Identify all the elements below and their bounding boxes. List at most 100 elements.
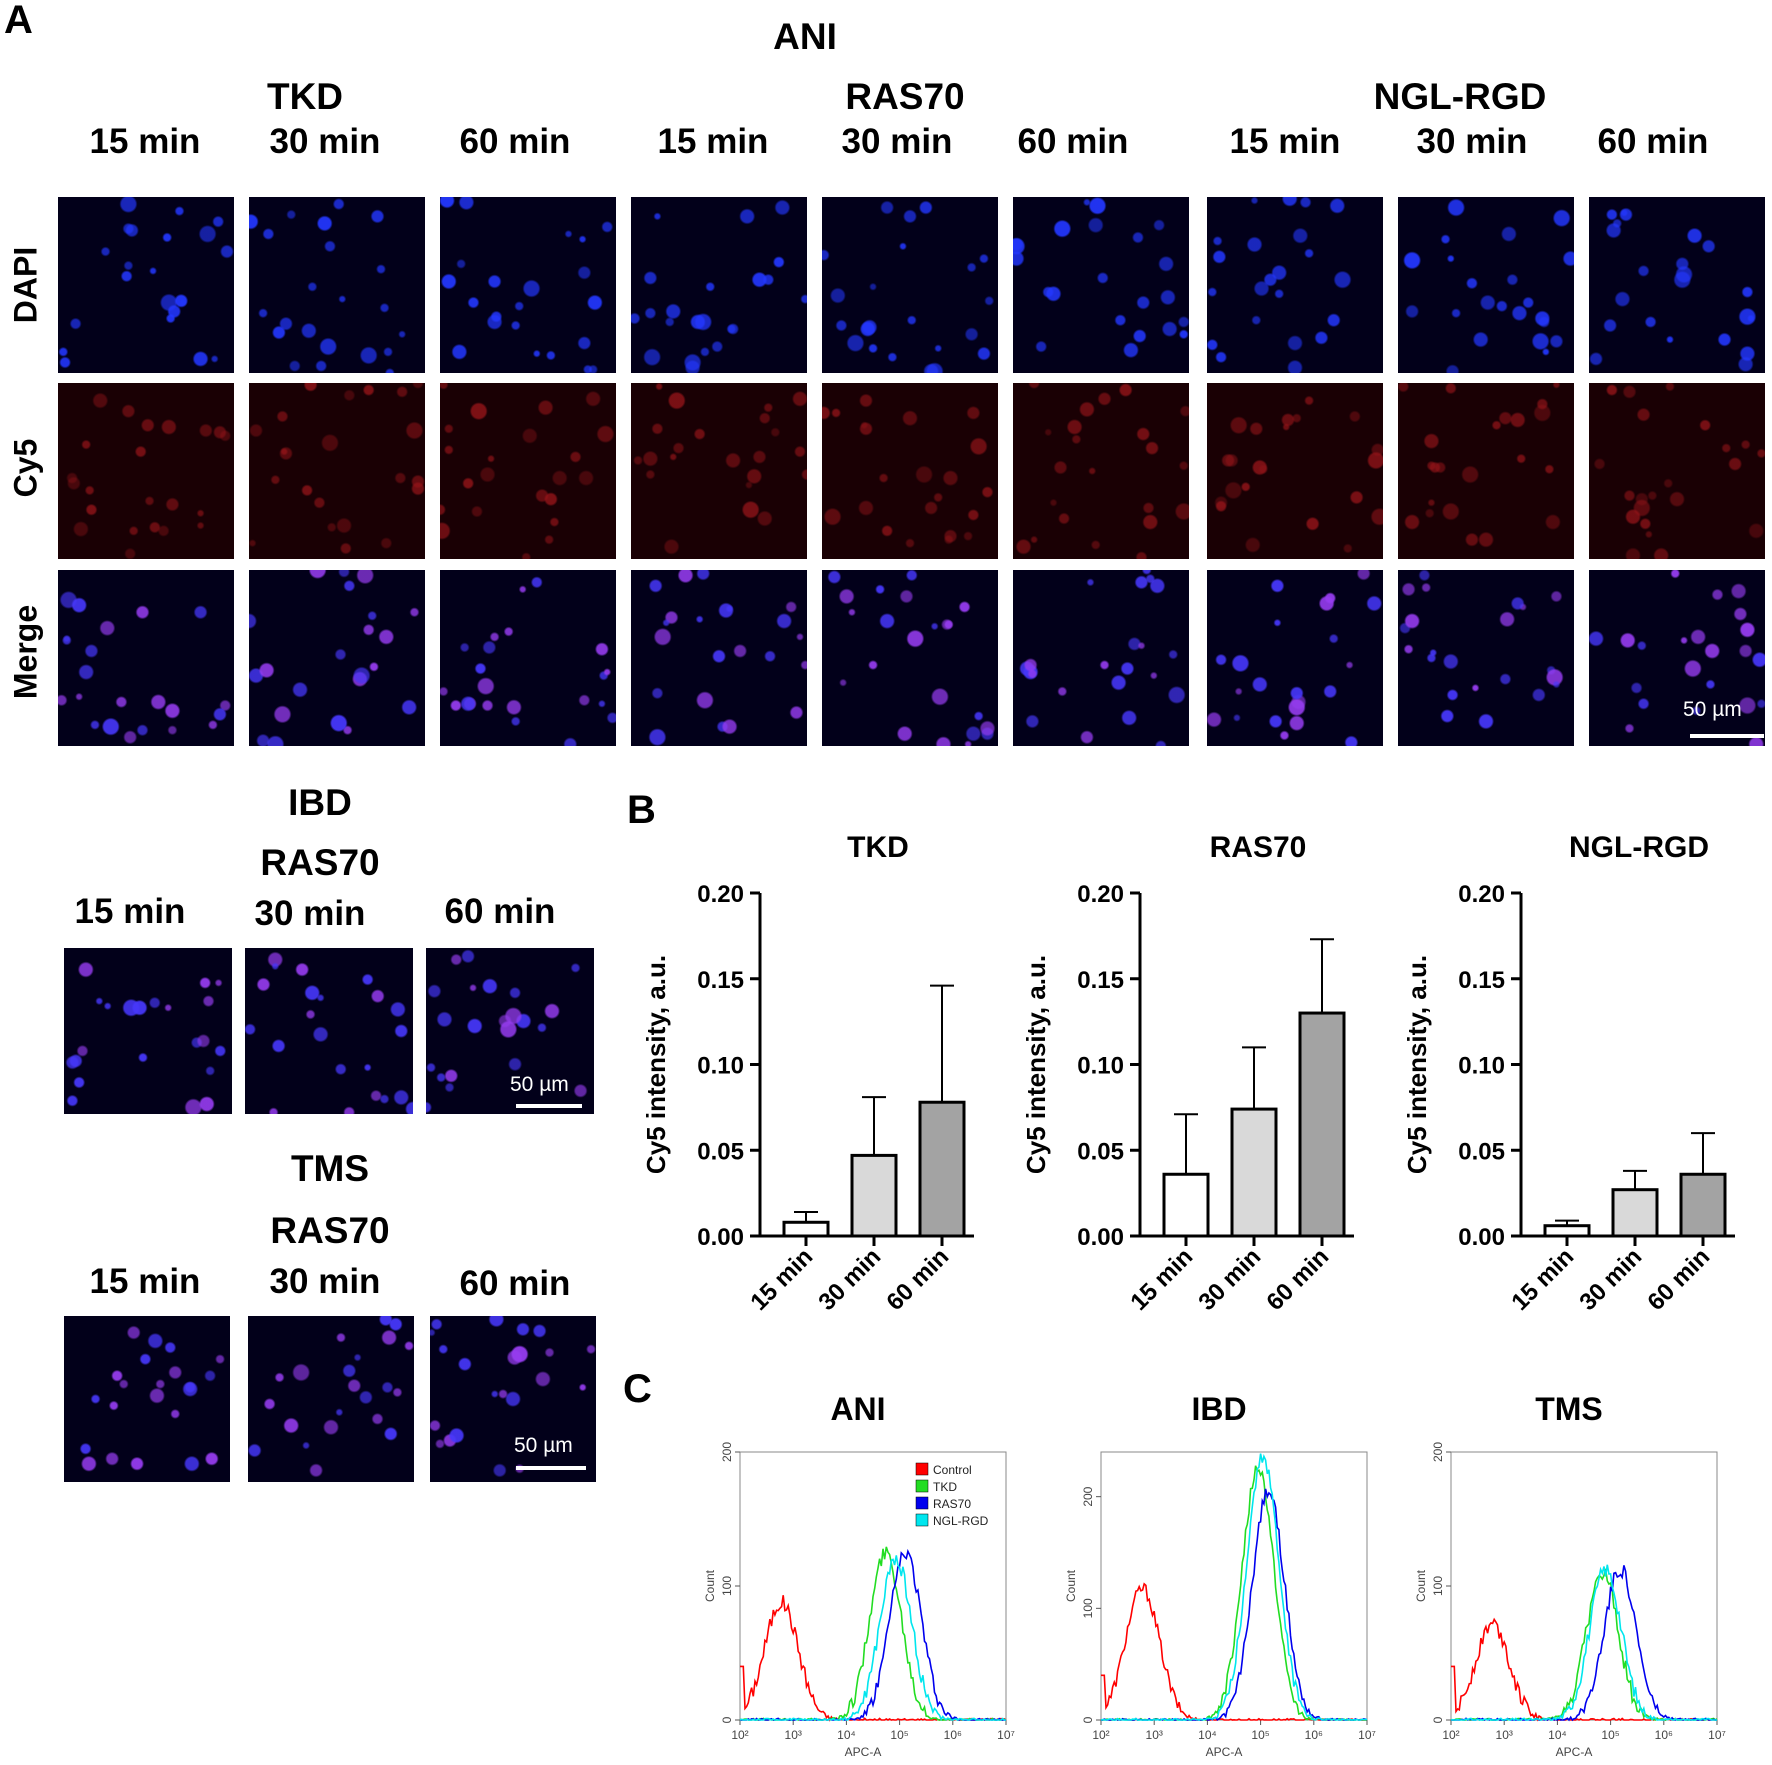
micrograph-merge [440,570,616,746]
x-tick-label: 10⁷ [1358,1728,1376,1742]
bar-30-min [1611,1188,1659,1238]
y-tick-label: 0.20 [697,881,744,908]
panel-label-b: B [627,788,656,832]
plot-frame [1450,1451,1718,1721]
y-axis-label: Cy5 intensity, a.u. [641,955,671,1174]
x-tick-label: 10³ [1496,1728,1513,1742]
time-label: 60 min [459,122,571,161]
micrograph-merge [1398,570,1574,746]
micrograph-dapi [822,197,998,373]
chart-title: NGL-RGD [1569,831,1709,864]
micrograph-dapi [631,197,807,373]
time-label: 30 min [1416,122,1528,161]
series-control [1451,1617,1718,1722]
y-tick-label: 0.20 [1077,881,1124,908]
micrograph-ibd [245,948,413,1114]
x-tick-label: 10⁴ [837,1728,856,1742]
chart-title: ANI [830,1391,885,1427]
series-ngl-rgd [739,1555,1006,1722]
series-tkd [739,1546,1007,1722]
chart-title: IBD [1191,1391,1246,1427]
y-axis-label: Count [1064,1569,1078,1602]
legend-label: TKD [933,1480,957,1494]
ibd-title: IBD [288,782,352,823]
micrograph-cy5 [1207,383,1383,559]
scale-bar [516,1466,586,1470]
time-label: 15 min [74,892,186,931]
series-tkd [1450,1568,1718,1722]
micrograph-merge [1207,570,1383,746]
x-tick-label: 10⁵ [1601,1728,1619,1742]
y-tick-label: 0.20 [1458,881,1505,908]
time-label: 30 min [841,122,953,161]
time-label: 30 min [269,122,381,161]
chart-title: TMS [1535,1391,1603,1427]
time-label: 15 min [1229,122,1341,161]
micrograph-merge [631,570,807,746]
group-label-tkd: TKD [266,76,344,117]
histogram-ani: ANI 10² 10³ 10⁴ 10⁵ 10⁶ 10⁷ APC-A 0 100 200 Count Co… [703,1391,1015,1759]
scale-bar [516,1104,582,1108]
y-tick-label: 100 [1431,1576,1445,1596]
y-axis-label: Cy5 intensity, a.u. [1402,955,1432,1174]
time-label: 60 min [1017,122,1129,161]
y-tick-label: 0 [720,1716,734,1723]
micrograph-dapi [58,197,234,373]
series-ngl-rgd [1450,1564,1717,1722]
micrograph-cy5 [249,383,425,559]
scale-bar [1690,734,1764,738]
group-label-ras70: RAS70 [845,76,965,117]
legend-swatch [915,1496,929,1510]
tms-title: TMS [290,1148,370,1189]
series-ras70 [1100,1488,1368,1721]
micrograph-cy5 [822,383,998,559]
x-axis-label: APC-A [1556,1745,1593,1759]
group-label-ngl-rgd: NGL-RGD [1373,76,1547,117]
micrograph-cy5 [440,383,616,559]
y-tick-label: 0.05 [697,1138,744,1165]
chart-title: RAS70 [1210,831,1307,864]
x-tick-label: 10² [1092,1728,1109,1742]
x-tick-label: 10⁶ [1655,1728,1673,1742]
micrograph-merge [1013,570,1189,746]
x-tick-label: 10⁷ [1708,1728,1726,1742]
legend-label: NGL-RGD [933,1514,989,1528]
histogram-ibd: IBD 10² 10³ 10⁴ 10⁵ 10⁶ 10⁷ APC-A 0 100 200 Count [1064,1391,1376,1759]
micrograph-tms [64,1316,230,1482]
scale-bar-label: 50 µm [1683,698,1742,721]
micrograph-dapi [440,197,616,373]
time-label: 15 min [657,122,769,161]
ibd-subtitle: RAS70 [260,842,380,883]
time-label: 30 min [269,1262,381,1301]
y-tick-label: 0.10 [697,1053,744,1080]
micrograph-dapi [1589,197,1765,373]
legend-label: Control [933,1463,972,1477]
y-tick-label: 200 [720,1442,734,1462]
panel-a-title: ANI [773,16,837,57]
y-tick-label: 0.05 [1458,1138,1505,1165]
y-tick-label: 0 [1431,1716,1445,1723]
x-tick-label: 10⁴ [1198,1728,1217,1742]
legend-swatch [915,1462,929,1476]
micrograph-dapi [1398,197,1574,373]
y-tick-label: 0.00 [1077,1224,1124,1251]
micrograph-merge [58,570,234,746]
micrograph-merge [249,570,425,746]
histogram-tms: TMS 10² 10³ 10⁴ 10⁵ 10⁶ 10⁷ APC-A 0 100 200 Count [1414,1391,1726,1759]
time-label: 60 min [444,892,556,931]
x-tick-label: 10⁵ [890,1728,908,1742]
plot-frame [1100,1451,1368,1721]
y-tick-label: 0.00 [697,1224,744,1251]
scale-bar-label: 50 µm [510,1073,569,1096]
x-tick-label: 10³ [785,1728,802,1742]
time-label: 30 min [254,894,366,933]
series-control [1101,1582,1367,1721]
series-ngl-rgd [1100,1453,1368,1721]
y-tick-label: 0.15 [1458,967,1505,994]
y-tick-label: 0.15 [697,967,744,994]
y-tick-label: 0.10 [1458,1053,1505,1080]
bar-30-min [1230,1107,1278,1238]
y-axis-label: Count [703,1569,717,1602]
